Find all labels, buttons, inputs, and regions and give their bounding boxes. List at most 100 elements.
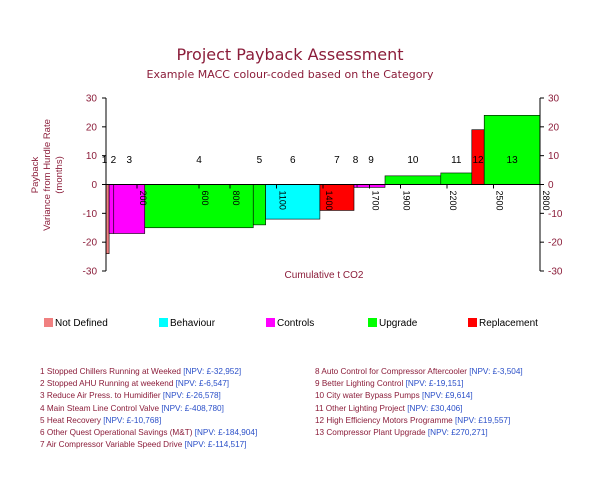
y-tick-label-right: 0 [548,180,554,191]
note-row: 8 Auto Control for Compressor Aftercoole… [315,366,523,378]
note-npv: [NPV: £19,557] [455,415,511,425]
note-npv: [NPV: £-32,952] [183,367,242,376]
y-tick-label-left: 30 [86,94,98,105]
y-axis-title-line-2: Variance from Hurdle Rate [42,119,53,231]
bar-project-10 [384,175,442,185]
macc-chart: -30 -30 -20 -20 -10 -10 0 0 10 10 20 20 30 30 200 600 80… [30,45,563,281]
legend-swatch [44,318,53,327]
note-row: 4 Main Steam Line Control Valve [NPV: £-… [40,403,257,415]
legend-swatch [159,318,168,327]
project-number-label: 12 [472,155,484,166]
note-npv: [NPV: £9,614] [421,391,473,401]
project-number-label: 9 [368,155,374,166]
note-label: 5 Heat Recovery [40,415,101,425]
y-tick-label-right: -20 [548,238,563,249]
legend-swatch [468,318,477,327]
y-tick-label-right: -10 [548,209,563,220]
note-label: 10 City water Bypass Pumps [315,391,420,401]
y-tick-label-left: -20 [83,238,98,249]
y-axis-title-line-3: (months) [54,156,65,193]
project-number-label: 13 [507,155,519,166]
y-tick-label-left: 20 [86,122,98,133]
note-row: 7 Air Compressor Variable Speed Drive [N… [40,439,257,451]
x-tick-label: 2500 [495,191,505,211]
note-row: 11 Other Lighting Project [NPV: £30,406] [315,403,523,415]
legend-label: Replacement [479,318,538,329]
bar-project-2 [108,184,115,234]
x-tick-label: 1900 [402,191,412,211]
y-tick-label-left: -30 [83,267,98,278]
project-number-label: 5 [257,155,263,166]
bar-project-7 [319,184,355,211]
project-number-label: 2 [111,155,117,166]
bar-project-5 [252,184,266,226]
note-row: 1 Stopped Chillers Running at Weeked [NP… [40,366,257,378]
legend-label: Behaviour [170,318,216,329]
y-tick-label-left: 10 [86,151,98,162]
x-axis-title: Cumulative t CO2 [285,270,364,281]
y-tick-label-right: 10 [548,151,560,162]
legend-label: Controls [277,318,315,329]
project-number-label: 11 [451,155,462,166]
chart-legend: Not Defined Behaviour Controls Upgrade R… [40,318,580,330]
project-number-label: 4 [196,155,202,166]
legend-item-behaviour: Behaviour [159,318,215,329]
note-label: 4 Main Steam Line Control Valve [40,403,160,413]
project-notes-left: 1 Stopped Chillers Running at Weeked [NP… [40,366,257,451]
note-npv: [NPV: £-19,151] [405,379,464,389]
note-label: 6 Other Quest Operational Savings (M&T) [40,428,193,438]
chart-subtitle: Example MACC colour-coded based on the C… [147,68,434,81]
note-label: 8 Auto Control for Compressor Aftercoole… [315,367,467,376]
legend-label: Not Defined [55,318,108,329]
note-row: 5 Heat Recovery [NPV: £-10,768] [40,415,257,427]
y-tick-label-right: 20 [548,122,560,133]
legend-item-upgrade: Upgrade [368,318,417,329]
y-tick-label-left: 0 [91,180,97,191]
legend-item-controls: Controls [266,318,314,329]
x-tick-label: 1400 [324,191,334,211]
note-npv: [NPV: £-184,904] [194,428,258,438]
note-npv: [NPV: £-408,780] [161,403,224,413]
note-npv: [NPV: £270,271] [427,428,488,438]
project-number-label: 3 [126,155,132,166]
note-label: 12 High Efficiency Motors Programme [315,415,453,425]
note-row: 9 Better Lighting Control [NPV: £-19,151… [315,378,523,390]
note-label: 1 Stopped Chillers Running at Weeked [40,367,181,376]
bar-project-6 [265,184,321,220]
y-tick-label-left: -10 [83,209,98,220]
note-row: 12 High Efficiency Motors Programme [NPV… [315,415,523,427]
note-row: 3 Reduce Air Press. to Humidifier [NPV: … [40,390,257,402]
note-row: 13 Compressor Plant Upgrade [NPV: £270,2… [315,427,523,439]
axes-layer: -30 -30 -20 -20 -10 -10 0 0 10 10 20 20 30 30 200 600 80… [83,94,563,278]
x-tick-label: 1100 [278,191,288,210]
bar-project-3 [113,184,146,234]
x-tick-label: 2200 [448,191,458,211]
project-number-label: 7 [334,155,340,166]
y-tick-label-right: 30 [548,94,560,105]
bar-project-11 [440,172,473,185]
project-number-label: 10 [407,155,419,166]
note-npv: [NPV: £-10,768] [103,415,162,425]
note-npv: [NPV: £-26,578] [162,391,221,401]
note-row: 6 Other Quest Operational Savings (M&T) … [40,427,257,439]
x-tick-label: 200 [138,191,148,206]
x-tick-label: 800 [231,191,241,206]
note-label: 13 Compressor Plant Upgrade [315,428,426,438]
legend-item-not-defined: Not Defined [44,318,108,329]
note-row: 2 Stopped AHU Running at weekend [NPV: £… [40,378,257,390]
project-number-label: 1 [102,155,108,166]
legend-label: Upgrade [379,318,418,329]
project-notes-right: 8 Auto Control for Compressor Aftercoole… [315,366,523,439]
x-tick-label: 2800 [541,191,551,211]
note-npv: [NPV: £30,406] [407,403,463,413]
y-axis-title-line-1: Payback [30,157,41,194]
x-tick-label: 1700 [371,191,381,211]
note-label: 7 Air Compressor Variable Speed Drive [40,440,183,450]
note-npv: [NPV: £-114,517] [184,440,247,450]
project-number-label: 6 [290,155,296,166]
note-label: 9 Better Lighting Control [315,379,404,389]
note-row: 10 City water Bypass Pumps [NPV: £9,614] [315,390,523,402]
legend-item-replacement: Replacement [468,318,538,329]
note-label: 11 Other Lighting Project [315,403,405,413]
y-tick-label-right: -30 [548,267,563,278]
